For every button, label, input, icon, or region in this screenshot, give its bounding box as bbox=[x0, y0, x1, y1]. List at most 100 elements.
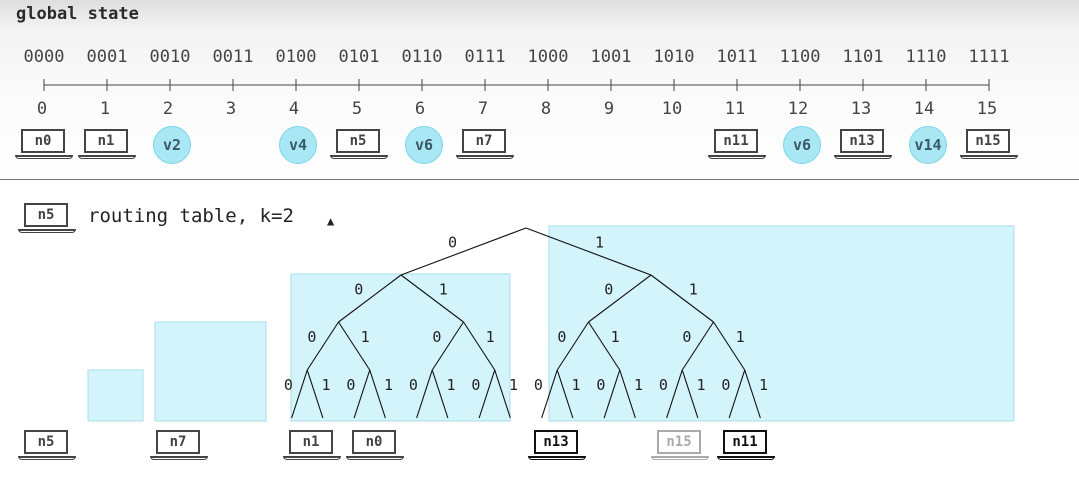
trie-edge bbox=[556, 369, 574, 419]
laptop-base bbox=[18, 229, 76, 233]
trie-edge bbox=[353, 369, 371, 419]
decimal-id-label: 14 bbox=[913, 99, 935, 119]
binary-id-label: 1001 bbox=[590, 47, 632, 67]
bit-label: 0 bbox=[596, 376, 605, 394]
laptop-base bbox=[717, 456, 775, 460]
trie-edge bbox=[431, 369, 449, 419]
binary-id-label: 0100 bbox=[275, 47, 317, 67]
laptop-icon: n7 bbox=[156, 430, 200, 454]
id-axis bbox=[43, 79, 990, 91]
bit-label: 0 bbox=[409, 376, 418, 394]
decimal-id-label: 6 bbox=[414, 99, 426, 119]
decimal-id-label: 8 bbox=[540, 99, 552, 119]
trie-edge bbox=[744, 369, 761, 419]
bit-label: 1 bbox=[572, 376, 581, 394]
trie-edge bbox=[338, 274, 402, 323]
decimal-id-label: 15 bbox=[976, 99, 998, 119]
bit-label: 0 bbox=[284, 376, 293, 394]
ring-value: v14 bbox=[909, 126, 947, 164]
laptop-icon: n1 bbox=[289, 430, 333, 454]
bucket-node: n15 bbox=[651, 430, 709, 464]
mouse-cursor-icon: ▲ bbox=[327, 214, 335, 228]
laptop-base bbox=[651, 456, 709, 460]
ring-node: n0 bbox=[15, 129, 73, 163]
section-divider bbox=[0, 179, 1079, 180]
ring-node: n5 bbox=[330, 129, 388, 163]
laptop-base bbox=[283, 456, 341, 460]
trie-edge bbox=[728, 369, 746, 419]
laptop-icon: n5 bbox=[336, 129, 380, 153]
k-bucket-region bbox=[548, 225, 1015, 422]
decimal-id-label: 12 bbox=[787, 99, 809, 119]
ring-node: n11 bbox=[708, 129, 766, 163]
bit-label: 1 bbox=[634, 376, 643, 394]
trie-edge bbox=[619, 369, 636, 419]
ring-value: v2 bbox=[153, 126, 191, 164]
trie-edge bbox=[681, 321, 714, 371]
trie-edge bbox=[338, 321, 371, 371]
trie-edge bbox=[369, 369, 386, 419]
trie-edge bbox=[588, 321, 621, 371]
owner-laptop: n5 bbox=[18, 203, 76, 237]
binary-id-label: 1100 bbox=[779, 47, 821, 67]
laptop-icon: n7 bbox=[462, 129, 506, 153]
bit-label: 0 bbox=[432, 328, 441, 346]
k-bucket-region bbox=[290, 273, 511, 422]
trie-edge bbox=[306, 321, 339, 371]
trie-edge bbox=[588, 274, 652, 323]
binary-id-label: 1101 bbox=[842, 47, 884, 67]
laptop-icon: n11 bbox=[723, 430, 767, 454]
binary-id-label: 0010 bbox=[149, 47, 191, 67]
bit-label: 1 bbox=[322, 376, 331, 394]
trie-edge bbox=[556, 321, 589, 371]
laptop-icon: n15 bbox=[657, 430, 701, 454]
routing-table-label: routing table, k=2 bbox=[88, 205, 294, 227]
binary-id-label: 1110 bbox=[905, 47, 947, 67]
decimal-id-label: 0 bbox=[36, 99, 48, 119]
bit-label: 1 bbox=[697, 376, 706, 394]
trie-edge bbox=[541, 369, 558, 419]
trie-edge bbox=[525, 227, 652, 276]
trie-edge bbox=[400, 227, 527, 276]
laptop-icon: n13 bbox=[840, 129, 884, 153]
ring-node: n7 bbox=[456, 129, 514, 163]
binary-id-label: 0101 bbox=[338, 47, 380, 67]
bit-label: 1 bbox=[689, 281, 698, 299]
trie-edge bbox=[681, 369, 699, 419]
decimal-id-label: 7 bbox=[477, 99, 489, 119]
binary-id-label: 0110 bbox=[401, 47, 443, 67]
decimal-id-label: 2 bbox=[162, 99, 174, 119]
ring-value: v6 bbox=[783, 126, 821, 164]
trie-edge bbox=[494, 369, 511, 419]
bit-label: 1 bbox=[361, 328, 370, 346]
laptop-icon: n0 bbox=[21, 129, 65, 153]
binary-id-label: 0001 bbox=[86, 47, 128, 67]
laptop-base bbox=[18, 456, 76, 460]
ring-value: v6 bbox=[405, 126, 443, 164]
trie-edge bbox=[650, 274, 714, 323]
bit-label: 1 bbox=[736, 328, 745, 346]
bit-label: 1 bbox=[384, 376, 393, 394]
decimal-id-label: 13 bbox=[850, 99, 872, 119]
trie-edge bbox=[666, 369, 683, 419]
bit-label: 0 bbox=[604, 281, 613, 299]
binary-id-label: 1011 bbox=[716, 47, 758, 67]
trie-edge bbox=[291, 369, 308, 419]
binary-id-label: 1000 bbox=[527, 47, 569, 67]
bit-label: 0 bbox=[354, 281, 363, 299]
bit-label: 0 bbox=[534, 376, 543, 394]
trie-edge bbox=[416, 369, 433, 419]
bit-label: 0 bbox=[557, 328, 566, 346]
trie-edge bbox=[478, 369, 496, 419]
trie-edge bbox=[603, 369, 621, 419]
trie-edge bbox=[431, 321, 464, 371]
decimal-id-label: 11 bbox=[724, 99, 746, 119]
ring-node: n13 bbox=[834, 129, 892, 163]
trie-edge bbox=[463, 321, 496, 371]
bit-label: 0 bbox=[721, 376, 730, 394]
bit-label: 1 bbox=[447, 376, 456, 394]
binary-id-label: 0000 bbox=[23, 47, 65, 67]
bit-label: 1 bbox=[595, 234, 604, 252]
bit-label: 0 bbox=[346, 376, 355, 394]
decimal-id-label: 1 bbox=[99, 99, 111, 119]
